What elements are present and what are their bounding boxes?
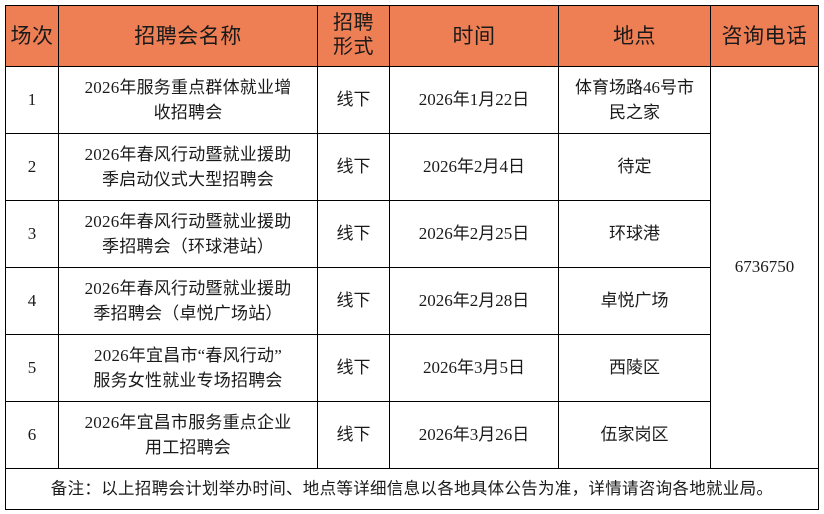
cell-date: 2026年2月25日	[389, 200, 559, 268]
column-header-format: 招聘 形式	[317, 5, 390, 67]
cell-fair-name: 2026年宜昌市“春风行动” 服务女性就业专场招聘会	[58, 334, 318, 402]
header-row: 场次 招聘会名称 招聘 形式 时间 地点 咨询电话	[5, 5, 819, 67]
cell-format: 线下	[317, 200, 390, 268]
column-header-sequence: 场次	[5, 5, 59, 67]
cell-fair-name: 2026年春风行动暨就业援助 季招聘会（卓悦广场站）	[58, 267, 318, 335]
cell-location: 卓悦广场	[558, 267, 711, 335]
table-row: 6 2026年宜昌市服务重点企业 用工招聘会 线下 2026年3月26日 伍家岗…	[5, 401, 819, 469]
table-row: 3 2026年春风行动暨就业援助 季招聘会（环球港站） 线下 2026年2月25…	[5, 200, 819, 268]
cell-sequence: 4	[5, 267, 59, 335]
table-row: 5 2026年宜昌市“春风行动” 服务女性就业专场招聘会 线下 2026年3月5…	[5, 334, 819, 402]
column-header-location: 地点	[558, 5, 711, 67]
cell-location-line1: 待定	[617, 157, 652, 177]
cell-location-line1: 西陵区	[609, 358, 660, 378]
cell-fair-name-line2: 季招聘会（卓悦广场站）	[93, 304, 283, 323]
cell-fair-name-line2: 服务女性就业专场招聘会	[93, 371, 283, 390]
column-header-phone: 咨询电话	[710, 5, 819, 67]
cell-format: 线下	[317, 334, 390, 402]
cell-date: 2026年3月26日	[389, 401, 559, 469]
table-body: 1 2026年服务重点群体就业增 收招聘会 线下 2026年1月22日 体育场路…	[5, 66, 819, 510]
cell-location-line1: 卓悦广场	[600, 291, 669, 311]
cell-format: 线下	[317, 133, 390, 201]
column-header-format-line2: 形式	[333, 36, 374, 58]
cell-phone: 6736750	[710, 66, 819, 469]
cell-fair-name-line1: 2026年春风行动暨就业援助	[84, 144, 292, 164]
cell-sequence: 2	[5, 133, 59, 201]
cell-date: 2026年1月22日	[389, 66, 559, 134]
table-row: 1 2026年服务重点群体就业增 收招聘会 线下 2026年1月22日 体育场路…	[5, 66, 819, 469]
cell-location-line1: 环球港	[609, 224, 660, 244]
cell-sequence: 3	[5, 200, 59, 268]
cell-location: 体育场路46号市 民之家	[558, 66, 711, 134]
column-header-date: 时间	[389, 5, 559, 67]
cell-format: 线下	[317, 401, 390, 469]
cell-format: 线下	[317, 66, 390, 134]
cell-fair-name: 2026年春风行动暨就业援助 季招聘会（环球港站）	[58, 200, 318, 268]
cell-location-line1: 伍家岗区	[600, 425, 669, 445]
column-header-name: 招聘会名称	[58, 5, 318, 67]
cell-sequence: 1	[5, 66, 59, 134]
cell-sequence: 6	[5, 401, 59, 469]
cell-fair-name-line1: 2026年宜昌市“春风行动”	[94, 345, 282, 365]
table-header: 场次 招聘会名称 招聘 形式 时间 地点 咨询电话	[5, 5, 819, 67]
cell-location: 环球港	[558, 200, 711, 268]
cell-fair-name-line1: 2026年服务重点群体就业增	[84, 77, 292, 97]
table-row: 2 2026年春风行动暨就业援助 季启动仪式大型招聘会 线下 2026年2月4日…	[5, 133, 819, 201]
cell-location: 待定	[558, 133, 711, 201]
cell-date: 2026年2月4日	[389, 133, 559, 201]
cell-fair-name: 2026年服务重点群体就业增 收招聘会	[58, 66, 318, 134]
cell-fair-name-line2: 收招聘会	[153, 103, 223, 122]
cell-fair-name-line2: 季启动仪式大型招聘会	[102, 170, 274, 189]
cell-sequence: 5	[5, 334, 59, 402]
cell-location-line2: 民之家	[609, 103, 660, 122]
footnote-text: 备注：以上招聘会计划举办时间、地点等详细信息以各地具体公告为准，详情请咨询各地就…	[5, 468, 819, 510]
cell-location: 伍家岗区	[558, 401, 711, 469]
cell-fair-name-line2: 用工招聘会	[145, 438, 231, 457]
job-fair-schedule-table: 场次 招聘会名称 招聘 形式 时间 地点 咨询电话 1 2026年服务重点群体就…	[5, 5, 819, 510]
cell-fair-name-line1: 2026年春风行动暨就业援助	[84, 278, 292, 298]
cell-fair-name: 2026年宜昌市服务重点企业 用工招聘会	[58, 401, 318, 469]
cell-date: 2026年2月28日	[389, 267, 559, 335]
cell-location-line1: 体育场路46号市	[575, 77, 694, 97]
cell-format: 线下	[317, 267, 390, 335]
cell-date: 2026年3月5日	[389, 334, 559, 402]
cell-fair-name: 2026年春风行动暨就业援助 季启动仪式大型招聘会	[58, 133, 318, 201]
table-footer-note-row: 备注：以上招聘会计划举办时间、地点等详细信息以各地具体公告为准，详情请咨询各地就…	[5, 468, 819, 510]
cell-fair-name-line2: 季招聘会（环球港站）	[102, 237, 274, 256]
cell-location: 西陵区	[558, 334, 711, 402]
column-header-format-line1: 招聘	[333, 12, 374, 35]
table-row: 4 2026年春风行动暨就业援助 季招聘会（卓悦广场站） 线下 2026年2月2…	[5, 267, 819, 335]
cell-fair-name-line1: 2026年春风行动暨就业援助	[84, 211, 292, 231]
cell-fair-name-line1: 2026年宜昌市服务重点企业	[84, 412, 292, 432]
